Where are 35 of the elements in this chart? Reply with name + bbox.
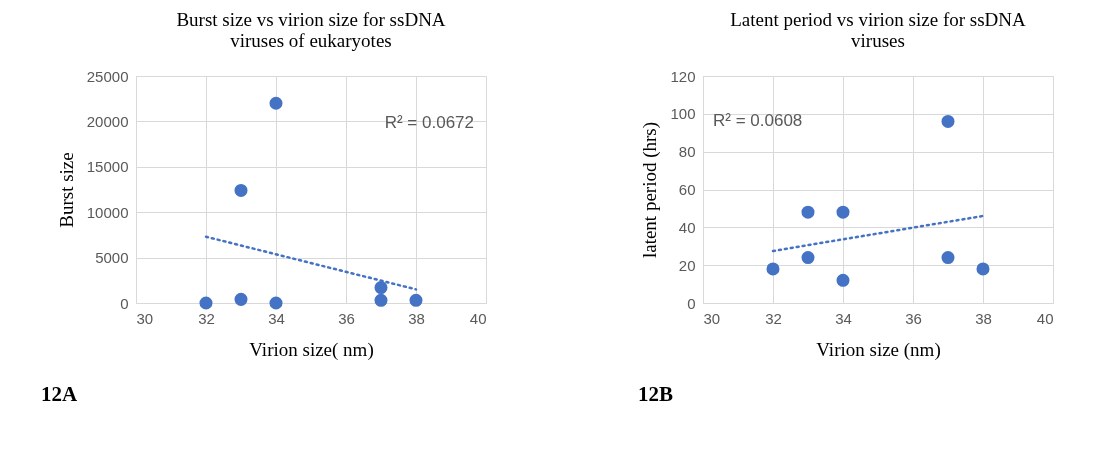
x-tick-label: 40 — [1036, 309, 1054, 327]
y-tick-label: 20 — [678, 256, 696, 274]
chart-title: Latent period vs virion size for ssDNA viruses — [730, 9, 1027, 51]
x-axis-title: Virion size (nm) — [816, 338, 941, 361]
x-tick-label: 38 — [408, 309, 425, 327]
x-tick-label: 32 — [198, 309, 215, 327]
y-tick-label: 80 — [678, 143, 696, 161]
annotation: R² = 0.0672 — [384, 113, 474, 132]
x-tick-label: 34 — [268, 309, 285, 327]
annotation: R² = 0.0608 — [713, 111, 803, 130]
x-tick-label: 32 — [765, 309, 782, 327]
y-tick-label: 0 — [120, 294, 129, 312]
y-tick-label: 15000 — [86, 158, 129, 176]
y-tick-label: 100 — [670, 105, 696, 123]
y-tick-label: 0 — [687, 294, 696, 312]
x-tick-label: 30 — [136, 309, 154, 327]
text: 12A — [41, 382, 78, 406]
y-tick-label: 10000 — [86, 203, 129, 221]
x-tick-label: 34 — [835, 309, 852, 327]
text: 12B — [638, 382, 674, 406]
y-tick-label: 5000 — [95, 249, 129, 267]
x-tick-label: 40 — [469, 309, 487, 327]
y-tick-label: 25000 — [86, 67, 129, 85]
chart-title: Burst size vs virion size for ssDNA viruses of eukaryotes — [176, 9, 446, 51]
y-tick-label: 120 — [670, 67, 696, 85]
y-axis-title: latent period (hrs) — [639, 121, 662, 259]
x-axis-title: Virion size( nm) — [249, 338, 374, 361]
y-axis-title: Burst size — [55, 152, 77, 228]
x-tick-label: 30 — [703, 309, 721, 327]
x-tick-label: 36 — [905, 309, 922, 327]
y-tick-label: 20000 — [86, 112, 129, 130]
y-tick-label: 40 — [678, 218, 696, 236]
x-tick-label: 36 — [338, 309, 355, 327]
y-tick-label: 60 — [678, 181, 696, 198]
x-tick-label: 38 — [975, 309, 992, 327]
